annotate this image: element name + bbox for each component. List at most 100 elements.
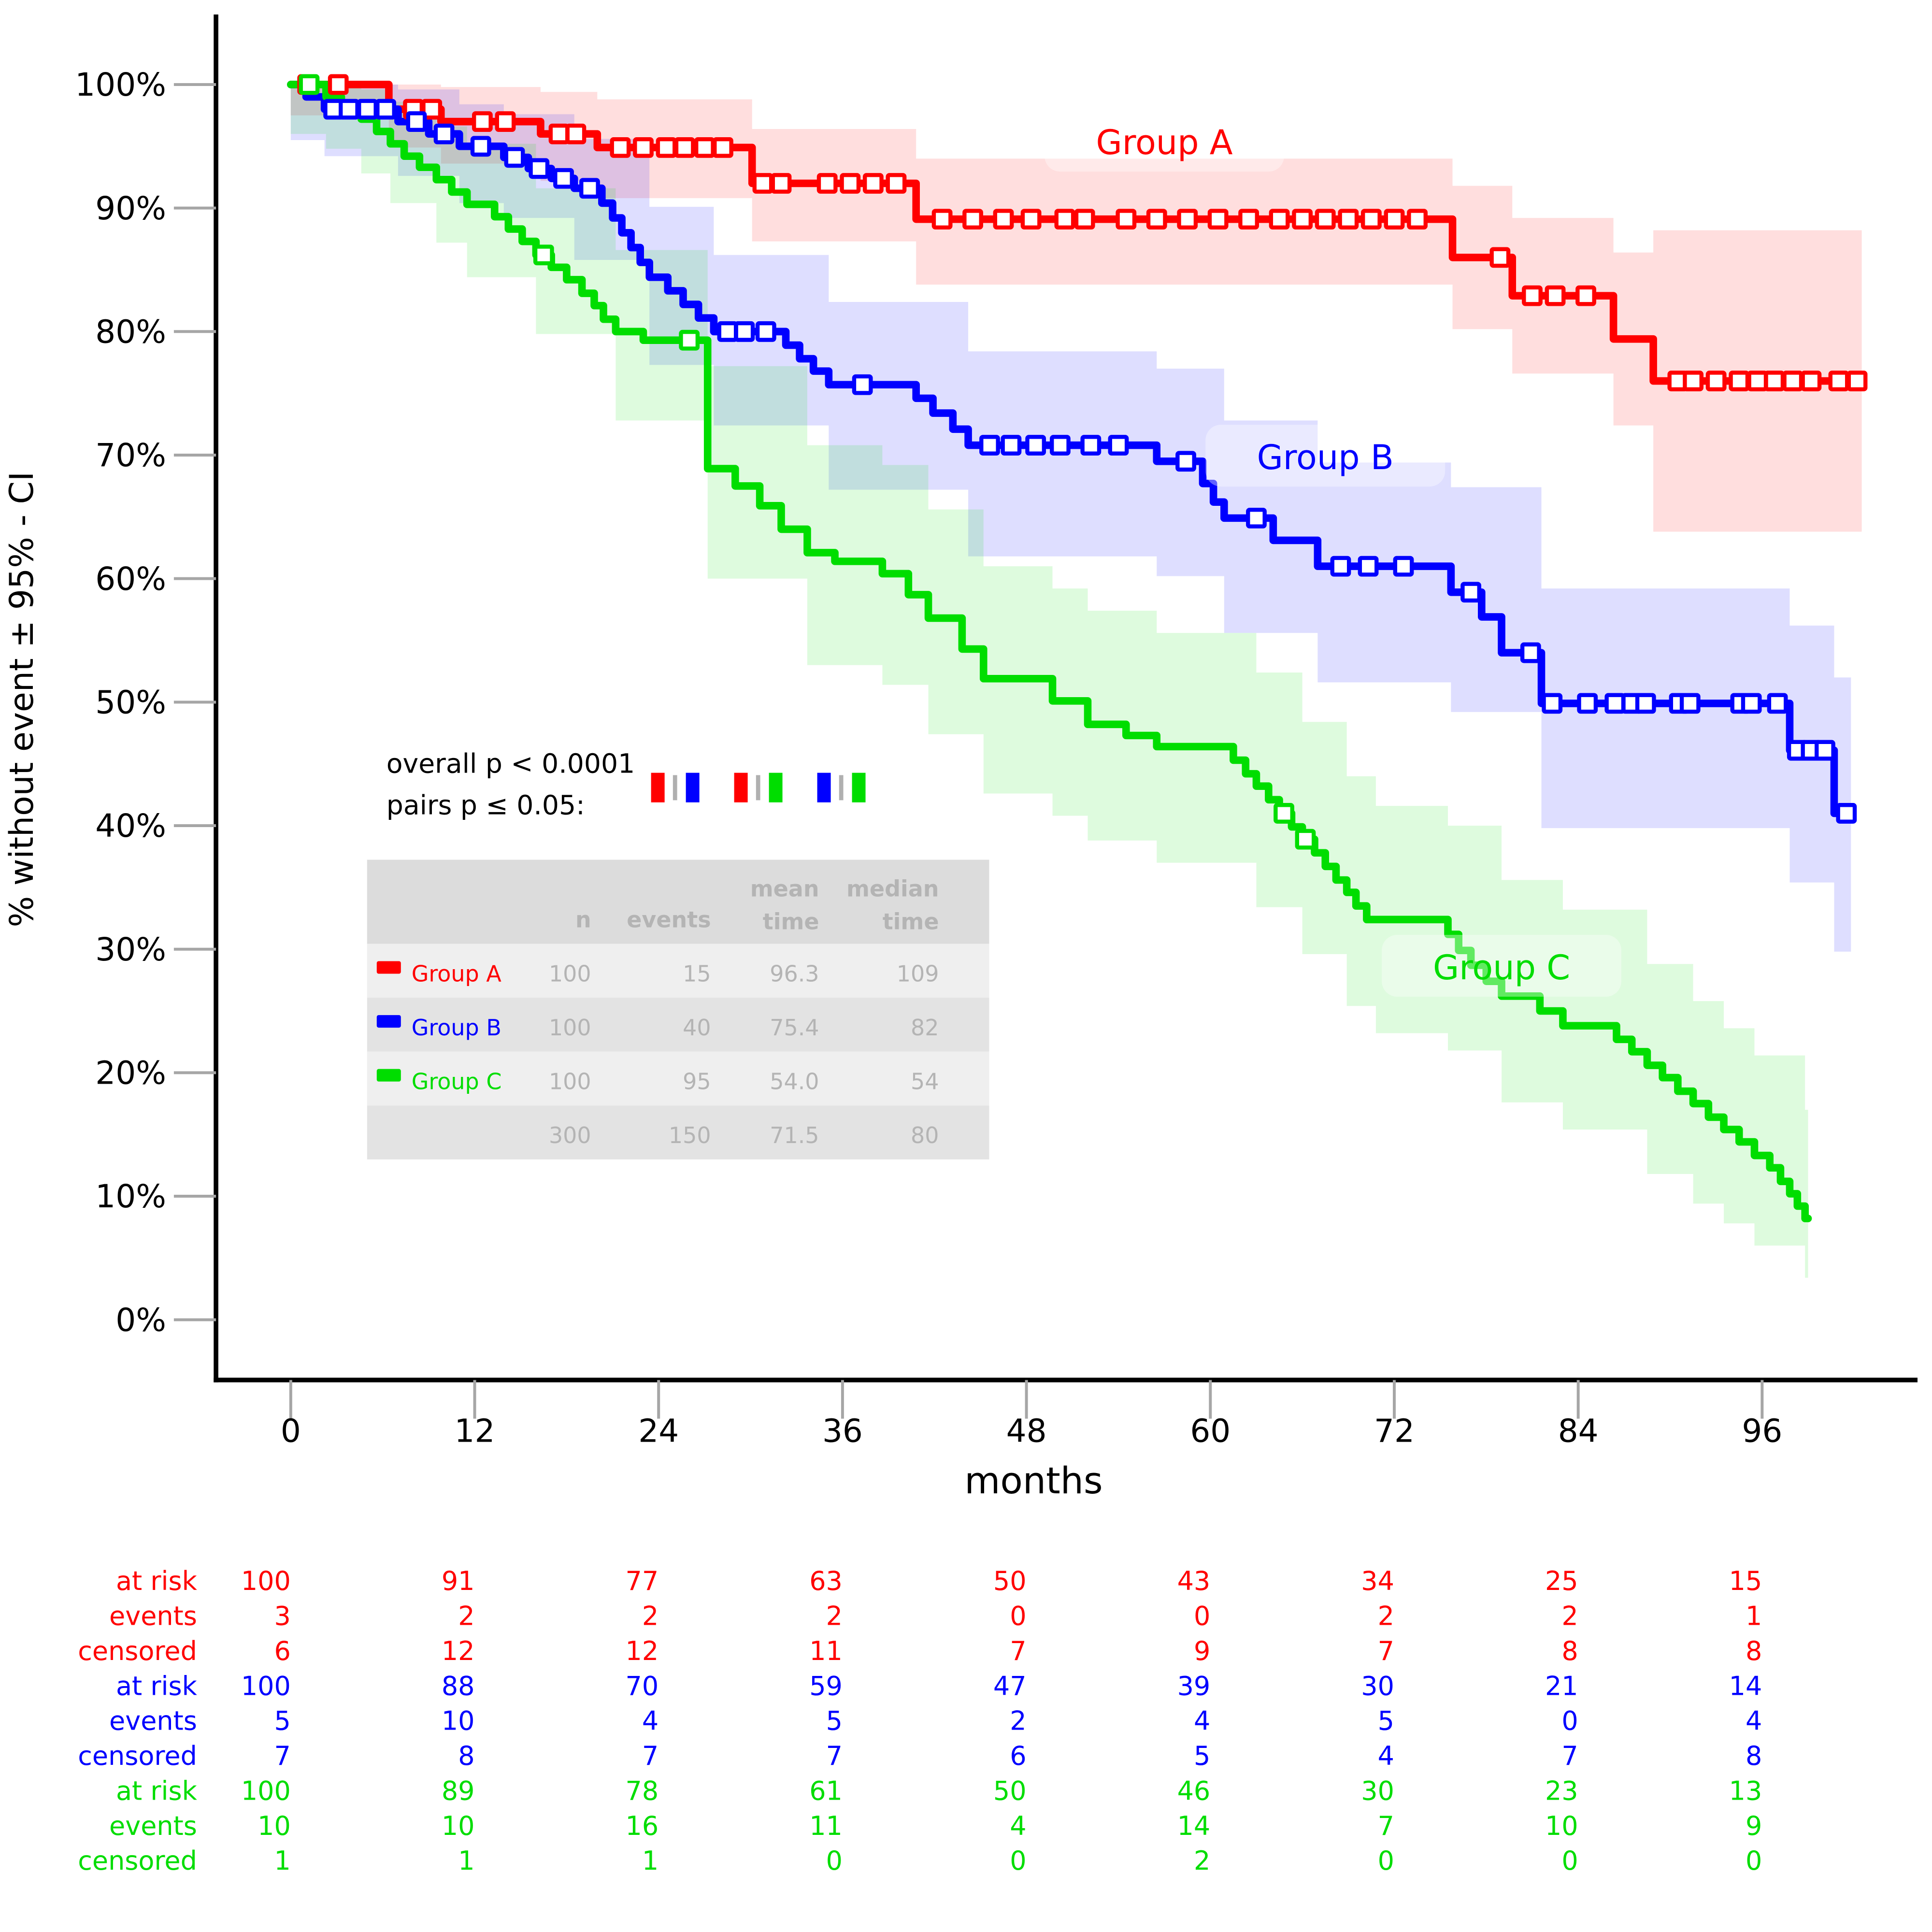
summary-total-n: 300 (549, 1122, 591, 1148)
risk-value: 8 (1746, 1636, 1762, 1666)
risk-row-label-groupC: censored (78, 1846, 197, 1876)
censor-mark (1177, 209, 1198, 230)
risk-value: 4 (1378, 1741, 1394, 1771)
risk-value: 1 (458, 1846, 474, 1876)
risk-value: 50 (993, 1566, 1027, 1596)
risk-value: 10 (442, 1811, 475, 1841)
censor-mark (1108, 435, 1129, 456)
censor-mark (1741, 693, 1762, 714)
censor-mark (1295, 829, 1316, 850)
censor-mark (840, 173, 861, 194)
censor-mark (1054, 209, 1075, 230)
summary-n: 100 (549, 1015, 591, 1041)
y-tick-label: 50% (95, 684, 166, 721)
censor-mark (816, 173, 838, 194)
censor-mark (1384, 209, 1405, 230)
risk-value: 43 (1177, 1566, 1211, 1596)
summary-total-mean: 71.5 (770, 1122, 819, 1148)
censor-mark (1292, 209, 1313, 230)
pair-separator (756, 775, 760, 801)
risk-value: 47 (993, 1671, 1027, 1701)
censor-mark (1338, 209, 1359, 230)
risk-value: 50 (993, 1775, 1027, 1806)
censor-mark (1542, 693, 1563, 714)
censor-mark (1747, 371, 1768, 391)
x-tick-label: 72 (1374, 1412, 1415, 1449)
summary-col-header-mean: time (763, 909, 819, 935)
censor-mark (472, 111, 493, 132)
summary-row-bg (367, 998, 989, 1052)
summary-total-events: 150 (669, 1122, 711, 1148)
censor-mark (674, 137, 695, 158)
censor-mark (1050, 435, 1071, 456)
risk-row-label-groupC: events (109, 1811, 197, 1841)
summary-total-median: 80 (911, 1122, 939, 1148)
summary-swatch-groupA (376, 961, 401, 974)
risk-value: 46 (1177, 1775, 1211, 1806)
risk-row-label-groupC: at risk (116, 1775, 198, 1806)
summary-col-header-events: events (627, 907, 711, 933)
summary-row-bg (367, 944, 989, 998)
censor-mark (1080, 435, 1102, 456)
pair-separator (673, 775, 677, 801)
censor-marks-groupA (297, 74, 1868, 391)
pair-swatch (769, 773, 783, 802)
label-box-groupB (1205, 425, 1445, 487)
summary-events: 40 (683, 1015, 711, 1041)
summary-col-header-median: median (846, 876, 939, 902)
risk-value: 10 (258, 1811, 291, 1841)
risk-value: 4 (1194, 1706, 1210, 1736)
censor-mark (1729, 371, 1750, 391)
risk-value: 61 (809, 1775, 843, 1806)
y-tick-label: 100% (75, 66, 166, 103)
censor-mark (504, 147, 525, 168)
summary-n: 100 (549, 1069, 591, 1095)
risk-value: 8 (458, 1741, 474, 1771)
summary-events: 15 (683, 960, 711, 987)
censor-mark (734, 321, 755, 342)
censor-mark (339, 99, 359, 120)
risk-value: 12 (442, 1636, 475, 1666)
risk-value: 70 (626, 1671, 659, 1701)
censor-mark (1175, 451, 1196, 472)
overall-p-text: overall p < 0.0001 (386, 749, 635, 780)
censor-mark (1545, 285, 1566, 306)
risk-row-label-groupA: events (109, 1601, 197, 1631)
risk-row-label-groupB: at risk (116, 1671, 198, 1701)
y-tick-label: 60% (95, 560, 166, 598)
censor-mark (1393, 556, 1414, 577)
risk-value: 7 (642, 1741, 658, 1771)
risk-value: 0 (1378, 1846, 1394, 1876)
censor-mark (1635, 693, 1656, 714)
censor-mark (406, 111, 427, 132)
censor-mark (1828, 371, 1849, 391)
censor-mark (1489, 247, 1511, 268)
risk-value: 91 (442, 1566, 475, 1596)
censor-mark (993, 209, 1014, 230)
risk-value: 11 (809, 1636, 843, 1666)
censor-mark (931, 209, 953, 230)
y-tick-label: 70% (95, 437, 166, 474)
risk-value: 59 (809, 1671, 843, 1701)
censor-mark (1020, 209, 1042, 230)
censor-mark (610, 137, 631, 158)
summary-row-bg (367, 1105, 989, 1159)
risk-row-label-groupA: censored (78, 1636, 197, 1666)
annotations-layer: overall p < 0.0001 pairs p ≤ 0.05: (386, 749, 866, 821)
summary-mean: 54.0 (770, 1069, 819, 1095)
risk-value: 10 (1545, 1811, 1578, 1841)
risk-value: 7 (1378, 1811, 1394, 1841)
axis-titles-layer: months % without event ± 95% - CI (3, 472, 1103, 1502)
pair-swatch (734, 773, 748, 802)
censor-mark (962, 209, 983, 230)
censor-mark (1001, 435, 1022, 456)
censor-mark (1116, 209, 1137, 230)
summary-name-groupC: Group C (412, 1069, 502, 1095)
risk-row-label-groupB: events (109, 1706, 197, 1736)
censor-mark (1767, 693, 1788, 714)
risk-value: 100 (241, 1671, 291, 1701)
risk-value: 34 (1361, 1566, 1394, 1596)
censor-mark (1269, 209, 1290, 230)
censor-mark (421, 99, 443, 120)
